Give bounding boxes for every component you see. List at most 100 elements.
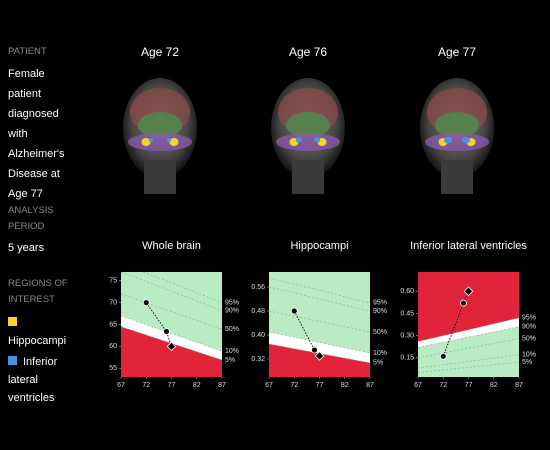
patient-text: Female patient diagnosed with Alzheimer'… bbox=[8, 68, 65, 200]
percentile-label: 10% bbox=[373, 350, 387, 357]
white-matter bbox=[138, 112, 182, 138]
data-point bbox=[166, 341, 177, 352]
percentile-label: 10% bbox=[522, 352, 536, 359]
data-point bbox=[163, 328, 170, 335]
y-tick-label: 75 bbox=[109, 278, 117, 285]
region-label: Inferior lateral ventricles bbox=[8, 356, 58, 404]
region-swatch bbox=[8, 317, 17, 326]
brain-scan bbox=[420, 78, 494, 194]
region-0: Hippocampi bbox=[8, 314, 80, 350]
patient-heading: PATIENT bbox=[8, 46, 47, 57]
x-tick-label: 72 bbox=[142, 382, 150, 389]
y-tick-label: 70 bbox=[109, 299, 117, 306]
neck bbox=[292, 160, 324, 194]
white-matter bbox=[435, 112, 479, 138]
percentile-line bbox=[418, 354, 519, 369]
period-heading: ANALYSIS PERIOD bbox=[8, 205, 54, 232]
x-tick-label: 67 bbox=[265, 382, 273, 389]
percentile-label: 10% bbox=[225, 348, 239, 355]
percentile-label: 50% bbox=[225, 326, 239, 333]
percentile-line bbox=[269, 343, 370, 364]
percentile-label: 95% bbox=[373, 300, 387, 307]
temporal bbox=[276, 133, 340, 151]
y-tick-label: 55 bbox=[109, 365, 117, 372]
scan-label: Age 76 bbox=[289, 45, 327, 59]
x-tick-label: 77 bbox=[168, 382, 176, 389]
percentile-line bbox=[418, 317, 519, 342]
ventricle bbox=[167, 138, 171, 142]
plot-area bbox=[121, 272, 222, 377]
percentile-label: 5% bbox=[225, 357, 235, 364]
percentile-label: 5% bbox=[522, 359, 532, 366]
percentile-line bbox=[121, 293, 222, 330]
temporal bbox=[425, 133, 489, 151]
percentile-label: 5% bbox=[373, 360, 383, 367]
risk-zone bbox=[418, 272, 519, 342]
y-tick-label: 0.30 bbox=[400, 332, 414, 339]
percentile-line bbox=[269, 277, 370, 304]
percentile-line bbox=[418, 326, 519, 348]
x-tick-label: 77 bbox=[465, 382, 473, 389]
y-tick-label: 0.56 bbox=[251, 284, 265, 291]
brain-scan bbox=[271, 78, 345, 194]
x-tick-label: 72 bbox=[290, 382, 298, 389]
percentile-label: 90% bbox=[225, 307, 239, 314]
y-tick-label: 65 bbox=[109, 321, 117, 328]
regions-heading: REGIONS OF INTEREST bbox=[8, 278, 68, 305]
x-tick-label: 82 bbox=[341, 382, 349, 389]
data-point bbox=[142, 299, 150, 307]
data-point bbox=[460, 299, 467, 307]
percentile-label: 50% bbox=[373, 329, 387, 336]
plot-area bbox=[269, 272, 370, 377]
region-label: Hippocampi bbox=[8, 335, 67, 347]
percentile-line bbox=[418, 338, 519, 359]
trend-line bbox=[442, 291, 469, 357]
percentile-line bbox=[418, 361, 519, 373]
x-tick-label: 67 bbox=[414, 382, 422, 389]
ventricle bbox=[296, 137, 302, 143]
temporal bbox=[128, 133, 192, 151]
percentile-line bbox=[269, 331, 370, 354]
x-tick-label: 67 bbox=[117, 382, 125, 389]
percentile-label: 95% bbox=[225, 299, 239, 306]
ventricle bbox=[314, 137, 320, 143]
y-tick-label: 0.32 bbox=[251, 356, 265, 363]
data-point bbox=[463, 286, 474, 297]
region-1: Inferior lateral ventricles bbox=[8, 353, 78, 407]
x-tick-label: 87 bbox=[366, 382, 374, 389]
x-tick-label: 82 bbox=[193, 382, 201, 389]
chart-title: Whole brain bbox=[142, 240, 201, 252]
brain-scan bbox=[123, 78, 197, 194]
hippocampus bbox=[169, 138, 179, 146]
y-tick-label: 0.45 bbox=[400, 310, 414, 317]
y-tick-label: 0.15 bbox=[400, 355, 414, 362]
ventricle bbox=[462, 136, 470, 144]
plot-area bbox=[418, 272, 519, 377]
y-tick-label: 0.48 bbox=[251, 308, 265, 315]
percentile-label: 90% bbox=[373, 308, 387, 315]
percentile-line bbox=[269, 310, 370, 333]
data-point bbox=[314, 351, 325, 361]
y-tick-label: 60 bbox=[109, 343, 117, 350]
x-tick-label: 87 bbox=[515, 382, 523, 389]
hippocampus bbox=[141, 138, 151, 146]
percentile-label: 50% bbox=[522, 335, 536, 342]
x-tick-label: 82 bbox=[490, 382, 498, 389]
data-point bbox=[439, 352, 447, 360]
neck bbox=[144, 160, 176, 194]
region-swatch bbox=[8, 356, 17, 365]
percentile-label: 90% bbox=[522, 324, 536, 331]
risk-zone bbox=[121, 326, 222, 377]
ventricle bbox=[444, 136, 452, 144]
percentile-line bbox=[121, 315, 222, 352]
x-tick-label: 72 bbox=[439, 382, 447, 389]
scan-label: Age 72 bbox=[141, 45, 179, 59]
period-text: 5 years bbox=[8, 242, 45, 254]
percentile-label: 95% bbox=[522, 315, 536, 322]
y-tick-label: 0.40 bbox=[251, 332, 265, 339]
x-tick-label: 77 bbox=[316, 382, 324, 389]
ventricle bbox=[149, 138, 153, 142]
percentile-line bbox=[269, 286, 370, 312]
